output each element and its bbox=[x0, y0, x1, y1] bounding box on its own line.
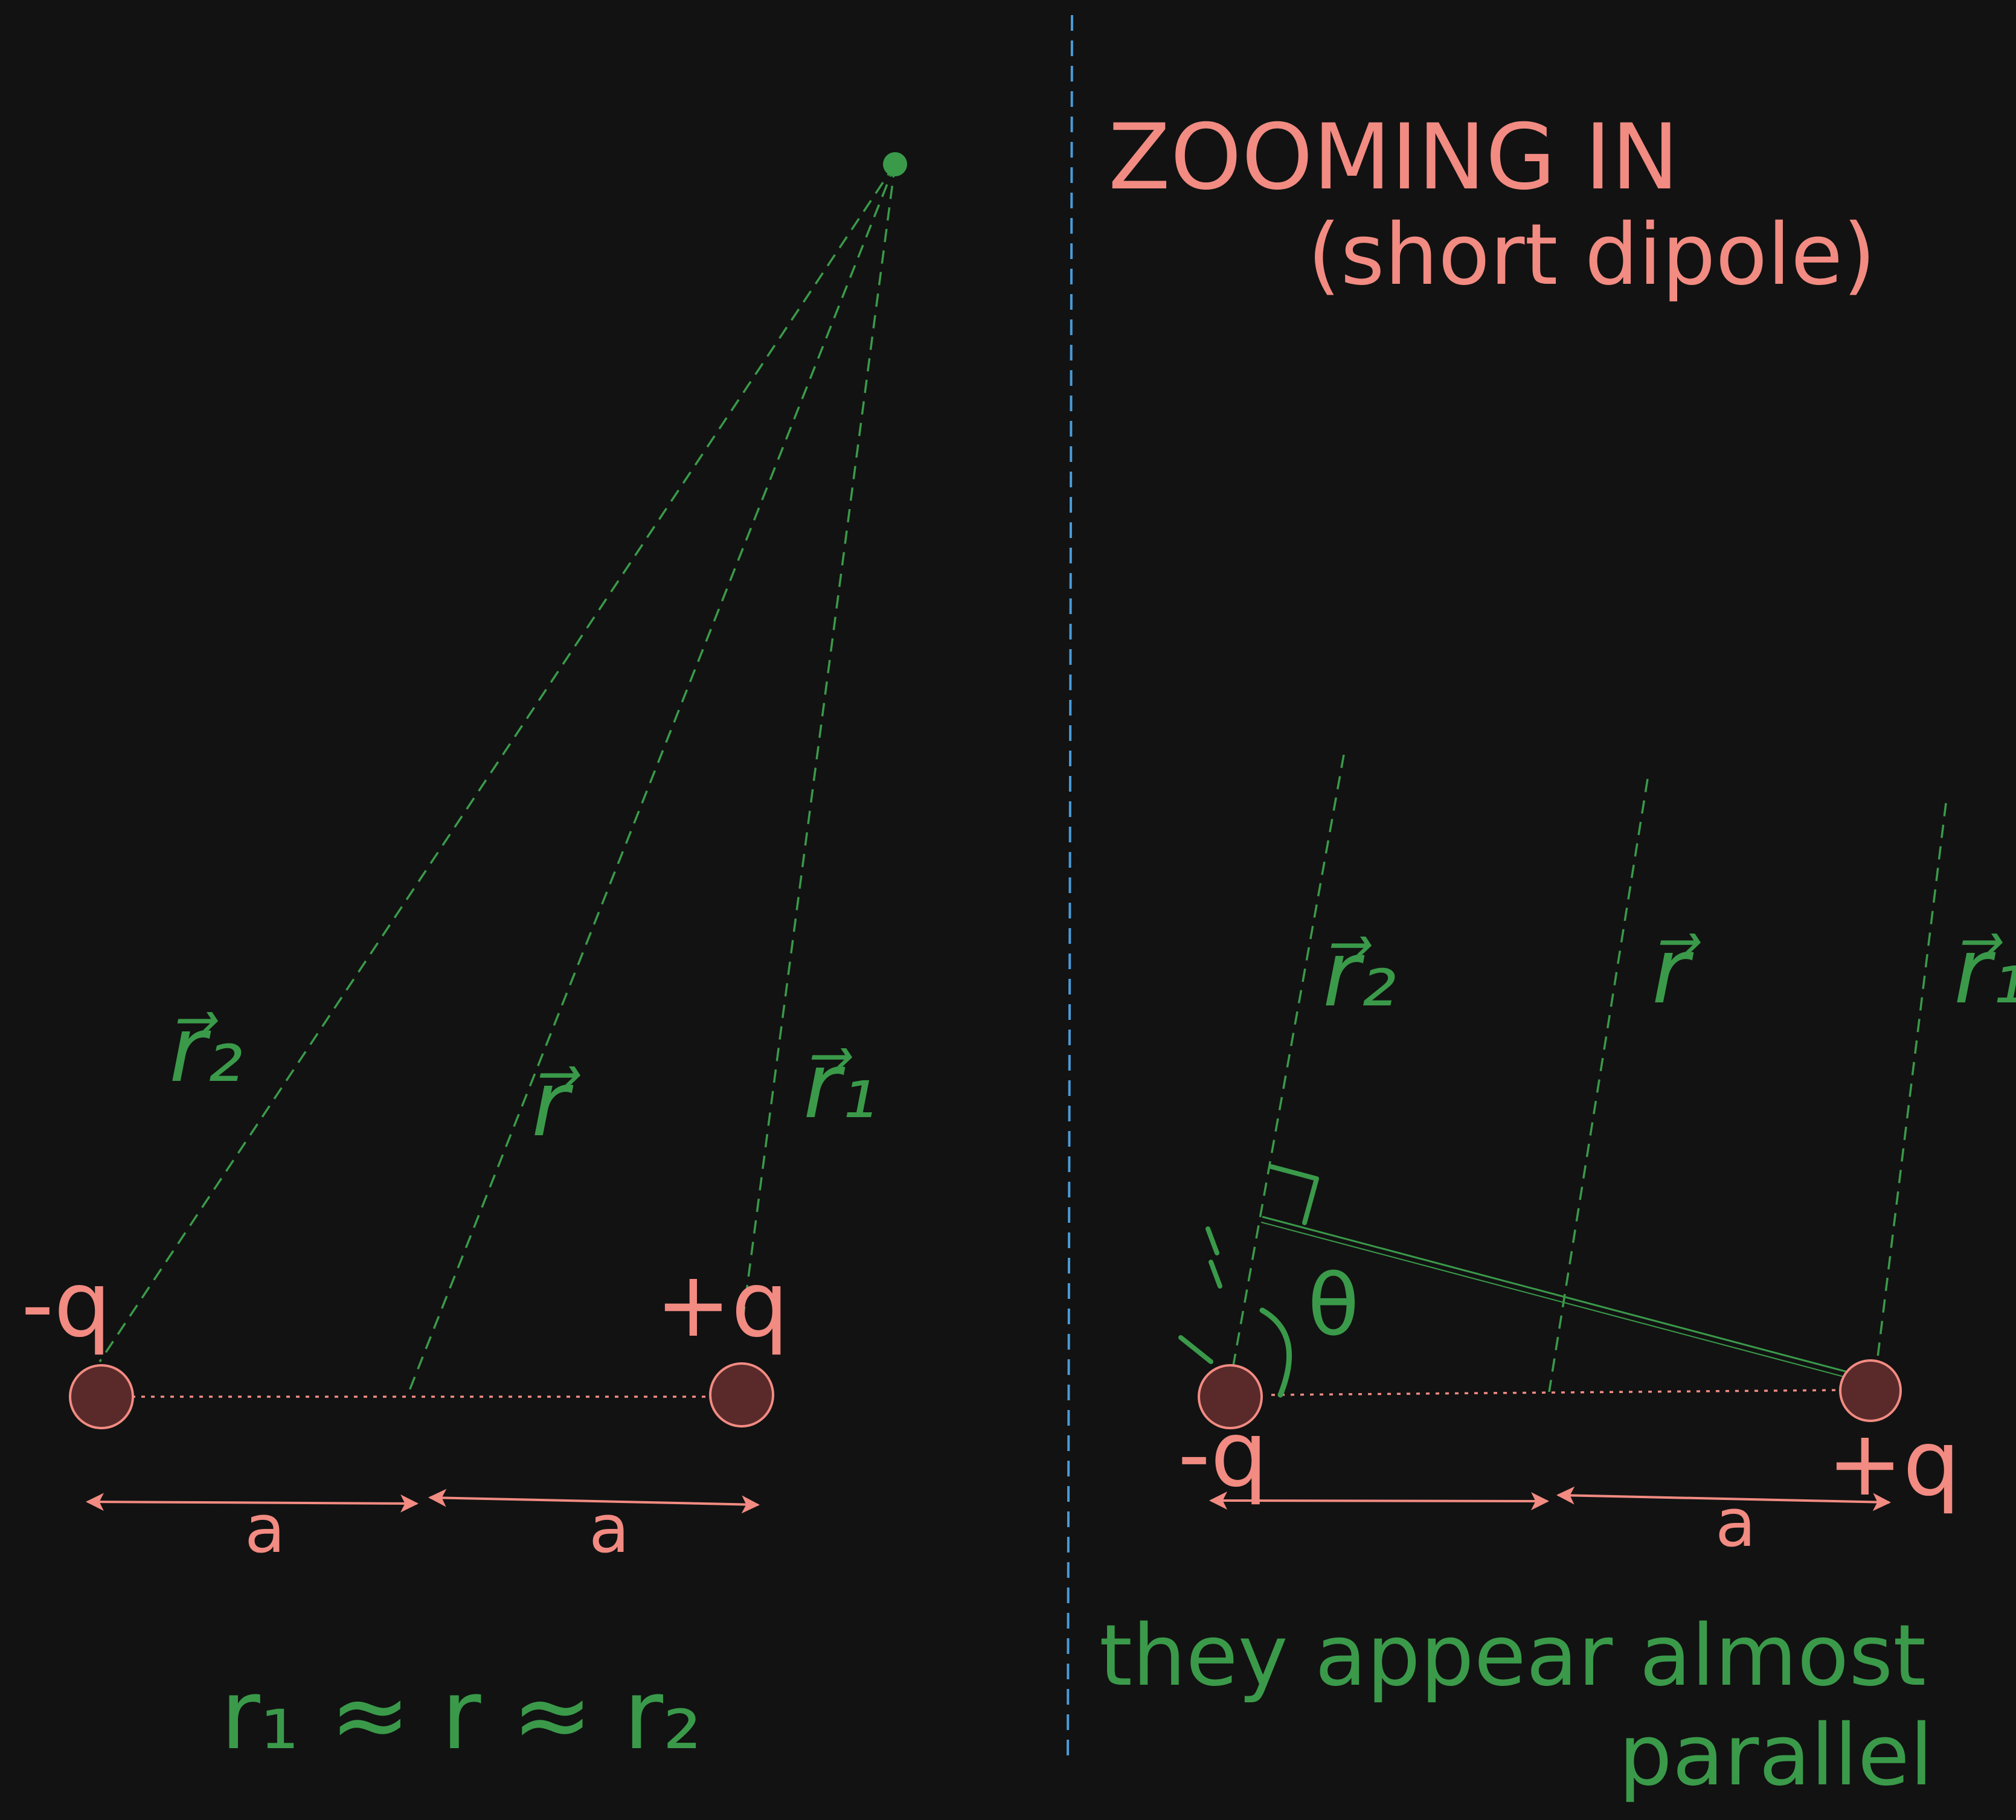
vector-r2-line bbox=[98, 164, 896, 1362]
angle-arc bbox=[1259, 1307, 1292, 1398]
parallel-note-line1: they appear almost bbox=[1099, 1607, 1926, 1705]
negative-charge bbox=[69, 1364, 134, 1429]
vector-r2-label: r⃗₂ bbox=[169, 998, 243, 1103]
zoom-vector-r-line bbox=[1548, 778, 1649, 1392]
vector-r-line bbox=[406, 164, 896, 1395]
positive-charge-label: +q bbox=[655, 1252, 789, 1357]
zoom-spacing-label: a bbox=[1715, 1484, 1756, 1562]
projection-line bbox=[1262, 1216, 1878, 1381]
zoom-negative-charge-label: -q bbox=[1178, 1402, 1268, 1507]
spacing-label-left: a bbox=[245, 1490, 285, 1568]
parallel-note-line2: parallel bbox=[1619, 1706, 1933, 1805]
zoom-title: ZOOMING IN bbox=[1108, 105, 1679, 210]
spacing-arrow-right bbox=[428, 1488, 760, 1514]
panel-divider bbox=[1067, 14, 1073, 1761]
left-panel: -q +q r⃗₂ r⃗ r⃗₁ a a r₁ ≈ r ≈ r₂ bbox=[21, 152, 907, 1771]
right-panel: ZOOMING IN (short dipole) θ -q +q r⃗₂ r⃗ bbox=[1099, 105, 2016, 1805]
angle-theta-label: θ bbox=[1308, 1257, 1360, 1355]
vector-r1-line bbox=[740, 164, 896, 1329]
right-angle-marker bbox=[1269, 1164, 1319, 1225]
projection-line-inner bbox=[1260, 1222, 1876, 1386]
zoom-negative-charge bbox=[1198, 1364, 1263, 1429]
spacing-arrow-left bbox=[86, 1493, 419, 1513]
negative-charge-label: -q bbox=[21, 1252, 111, 1357]
zoom-subtitle: (short dipole) bbox=[1308, 206, 1876, 304]
zoom-spacing-arrow-right bbox=[1556, 1486, 1891, 1511]
approximation-equation: r₁ ≈ r ≈ r₂ bbox=[220, 1658, 702, 1771]
spacing-label-right: a bbox=[589, 1490, 629, 1568]
zoom-vector-r1-line bbox=[1874, 803, 1947, 1377]
zoom-vector-r1-label: r⃗₁ bbox=[1954, 919, 2016, 1024]
path-difference-marks bbox=[1178, 1226, 1222, 1364]
zoom-vector-r2-label: r⃗₂ bbox=[1323, 922, 1396, 1027]
positive-charge bbox=[709, 1362, 774, 1427]
vector-r1-label: r⃗₁ bbox=[803, 1034, 877, 1139]
zoom-positive-charge bbox=[1839, 1359, 1902, 1422]
